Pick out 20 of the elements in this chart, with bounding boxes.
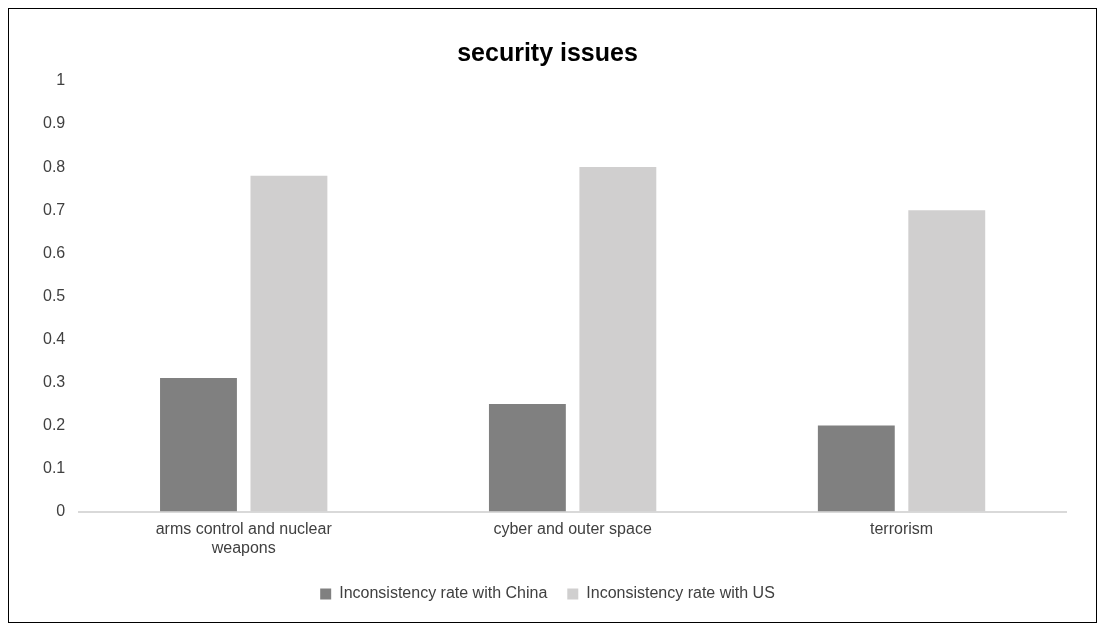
y-tick-label: 1 [56,71,66,89]
legend-label: Inconsistency rate with China [339,584,548,602]
y-tick-label: 0.9 [42,114,66,132]
y-tick-label: 0.4 [42,329,66,347]
bar [817,425,895,512]
chart-title: security issues [457,37,638,66]
bar [488,403,566,512]
y-tick-label: 0.6 [42,243,66,261]
y-tick-label: 0.7 [42,200,66,218]
x-tick-label: arms control and nuclear weapons [155,519,333,556]
x-tick-label: terrorism [869,519,934,537]
y-tick-label: 0.1 [42,458,66,476]
legend-label: Inconsistency rate with US [586,584,775,602]
y-tick-label: 0.5 [42,286,66,304]
y-tick-label: 0 [56,502,66,520]
y-tick-label: 0.2 [42,415,66,433]
y-tick-label: 0.3 [42,372,66,390]
x-tick-label: cyber and outer space [493,519,652,537]
y-tick-label: 0.8 [42,157,66,175]
bar [160,378,237,512]
